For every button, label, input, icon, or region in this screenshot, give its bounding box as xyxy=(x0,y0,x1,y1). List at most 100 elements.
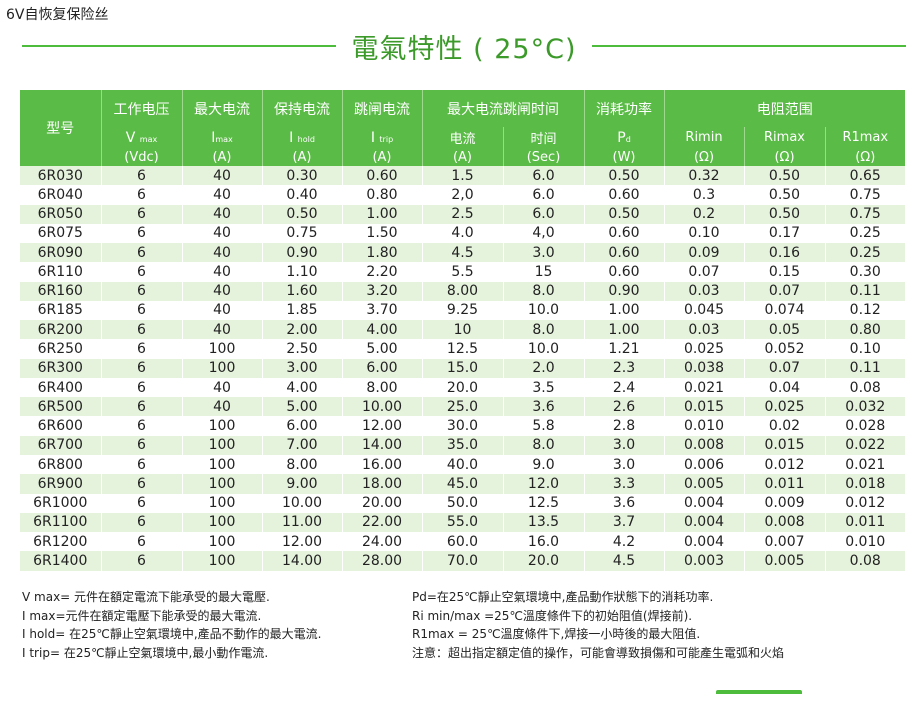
symbol-itrip: I trip xyxy=(342,127,423,148)
table-cell: 0.021 xyxy=(825,454,906,475)
model-cell: 6R500 xyxy=(20,397,102,417)
table-cell: 2.20 xyxy=(342,262,423,282)
note-itrip: I trip= 在25℃靜止空氣環境中,最小動作電流. xyxy=(22,645,269,660)
symbol-r1max: R1max xyxy=(825,127,906,148)
table-cell: 0.022 xyxy=(825,435,906,455)
table-cell: 0.08 xyxy=(825,377,906,398)
table-cell: 4.00 xyxy=(262,377,343,398)
table-cell: 30.0 xyxy=(422,416,504,436)
model-cell: 6R075 xyxy=(20,223,102,244)
table-cell: 6 xyxy=(101,377,183,398)
table-cell: 0.028 xyxy=(825,416,906,436)
table-cell: 40 xyxy=(182,300,263,321)
table-cell: 9.0 xyxy=(503,454,585,475)
model-cell: 6R250 xyxy=(20,339,102,359)
table-cell: 28.00 xyxy=(342,551,423,571)
unit-r1max: (Ω) xyxy=(825,148,906,166)
note-ri: Ri min/max =25℃溫度條件下的初始阻值(焊接前). xyxy=(412,608,693,623)
model-cell: 6R400 xyxy=(20,377,102,398)
table-cell: 3.0 xyxy=(584,454,665,475)
symbol-ihold: I hold xyxy=(262,127,343,148)
symbol-pd: Pd xyxy=(584,127,665,148)
header-power-dissipation: 消耗功率 xyxy=(584,90,665,127)
table-cell: 12.0 xyxy=(503,474,585,494)
table-cell: 40 xyxy=(182,223,263,244)
table-cell: 40.0 xyxy=(422,454,504,475)
table-row: 6R200 6 40 2.00 4.00 10 8.0 1.00 0.03 0.05 0.80 xyxy=(20,320,906,340)
table-cell: 0.05 xyxy=(744,320,826,340)
table-cell: 0.90 xyxy=(584,281,665,301)
table-cell: 0.12 xyxy=(825,300,906,321)
table-cell: 0.003 xyxy=(664,551,745,571)
table-cell: 20.0 xyxy=(422,377,504,398)
table-cell: 40 xyxy=(182,243,263,263)
table-cell: 0.75 xyxy=(825,204,906,224)
table-cell: 8.00 xyxy=(262,454,343,475)
table-cell: 1.00 xyxy=(584,300,665,321)
table-cell: 0.50 xyxy=(744,166,826,186)
note-pd: Pd=在25℃靜止空氣環境中,產品動作狀態下的消耗功率. xyxy=(412,590,714,604)
table-cell: 0.03 xyxy=(664,281,745,301)
table-cell: 35.0 xyxy=(422,435,504,455)
table-cell: 70.0 xyxy=(422,551,504,571)
table-cell: 100 xyxy=(182,339,263,359)
symbol-current: 电流 xyxy=(422,127,504,148)
table-cell: 0.40 xyxy=(262,185,343,205)
table-cell: 6.0 xyxy=(503,204,585,224)
table-cell: 2.8 xyxy=(584,416,665,436)
table-cell: 15.0 xyxy=(422,358,504,378)
table-cell: 3.7 xyxy=(584,512,665,533)
section-title-row: 電氣特性 ( 25°C) xyxy=(22,26,907,66)
table-cell: 0.07 xyxy=(744,358,826,378)
symbol-imax: Imax xyxy=(182,127,263,148)
table-cell: 0.25 xyxy=(825,243,906,263)
table-row: 6R600 6 100 6.00 12.00 30.0 5.8 2.8 0.010 0.02 0.0… xyxy=(20,416,906,436)
table-cell: 0.011 xyxy=(744,474,826,494)
table-cell: 0.004 xyxy=(664,532,745,552)
table-cell: 3.00 xyxy=(262,358,343,378)
table-cell: 0.32 xyxy=(664,166,745,186)
table-cell: 2.50 xyxy=(262,339,343,359)
table-cell: 40 xyxy=(182,185,263,205)
table-cell: 0.03 xyxy=(664,320,745,340)
table-cell: 6 xyxy=(101,204,183,224)
table-row: 6R300 6 100 3.00 6.00 15.0 2.0 2.3 0.038 0.07 0.11 xyxy=(20,358,906,378)
table-cell: 6 xyxy=(101,551,183,571)
table-cell: 0.04 xyxy=(744,377,826,398)
unit-current: (A) xyxy=(422,148,504,166)
note-r1max: R1max = 25℃溫度條件下,焊接一小時後的最大阻值. xyxy=(412,627,701,641)
table-cell: 6.00 xyxy=(262,416,343,436)
table-row: 6R040 6 40 0.40 0.80 2,0 6.0 0.60 0.3 0.50 0.75 xyxy=(20,185,906,205)
table-cell: 4.5 xyxy=(584,551,665,571)
table-cell: 0.005 xyxy=(664,474,745,494)
table-cell: 6.00 xyxy=(342,358,423,378)
table-cell: 9.00 xyxy=(262,474,343,494)
table-cell: 0.50 xyxy=(744,185,826,205)
model-cell: 6R200 xyxy=(20,320,102,340)
table-cell: 2.0 xyxy=(503,358,585,378)
table-cell: 4,0 xyxy=(503,223,585,244)
table-cell: 3.20 xyxy=(342,281,423,301)
table-cell: 8.0 xyxy=(503,320,585,340)
model-cell: 6R700 xyxy=(20,435,102,455)
header-max-current: 最大电流 xyxy=(182,90,263,127)
table-cell: 24.00 xyxy=(342,532,423,552)
table-cell: 12.5 xyxy=(503,493,585,513)
table-cell: 100 xyxy=(182,416,263,436)
table-cell: 12.5 xyxy=(422,339,504,359)
table-cell: 10.0 xyxy=(503,339,585,359)
table-cell: 40 xyxy=(182,262,263,282)
table-cell: 0.50 xyxy=(744,204,826,224)
table-cell: 5.00 xyxy=(262,397,343,417)
note-vmax: V max= 元件在額定電流下能承受的最大電壓. xyxy=(22,590,270,604)
table-cell: 0.09 xyxy=(664,243,745,263)
table-cell: 100 xyxy=(182,532,263,552)
table-cell: 6 xyxy=(101,185,183,205)
table-cell: 11.00 xyxy=(262,512,343,533)
table-cell: 9.25 xyxy=(422,300,504,321)
table-cell: 0.50 xyxy=(584,204,665,224)
table-cell: 0.02 xyxy=(744,416,826,436)
unit-itrip: (A) xyxy=(342,148,423,166)
table-cell: 7.00 xyxy=(262,435,343,455)
table-cell: 1.80 xyxy=(342,243,423,263)
